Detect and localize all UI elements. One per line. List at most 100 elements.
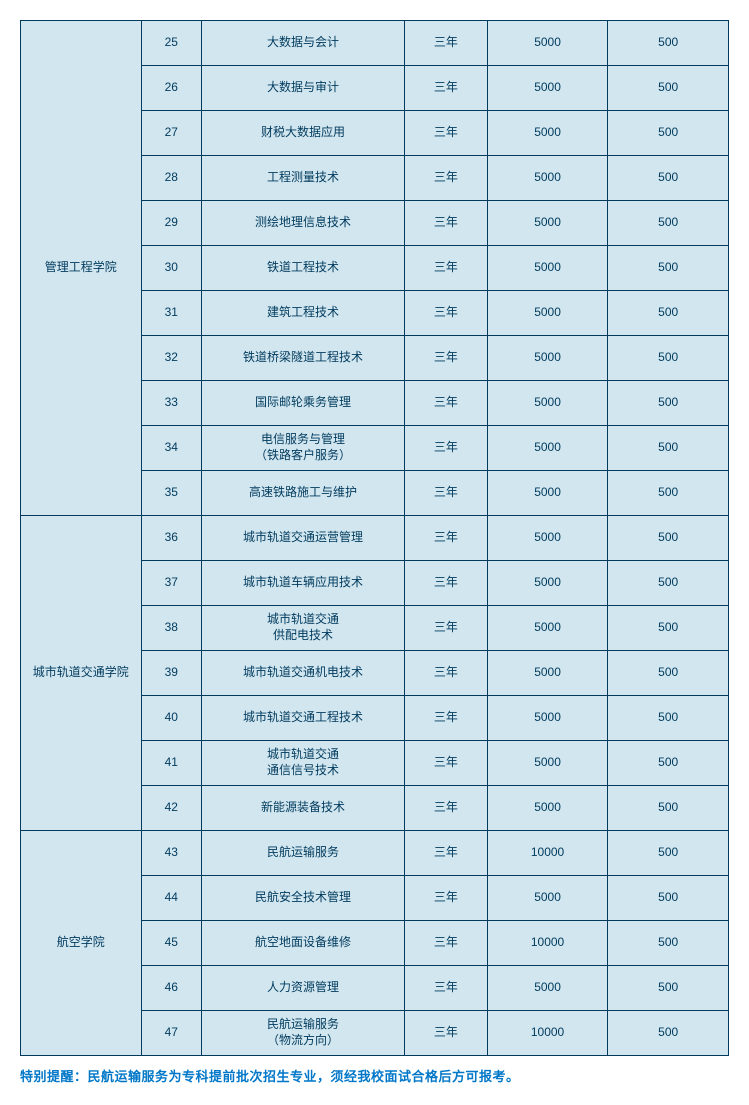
- fee2-cell: 500: [608, 561, 729, 606]
- num-cell: 37: [141, 561, 201, 606]
- duration-cell: 三年: [405, 156, 488, 201]
- fee2-cell: 500: [608, 21, 729, 66]
- num-cell: 35: [141, 471, 201, 516]
- major-cell: 新能源装备技术: [201, 786, 404, 831]
- fee1-cell: 5000: [487, 516, 608, 561]
- major-cell: 财税大数据应用: [201, 111, 404, 156]
- duration-cell: 三年: [405, 21, 488, 66]
- major-cell: 工程测量技术: [201, 156, 404, 201]
- num-cell: 36: [141, 516, 201, 561]
- fee2-cell: 500: [608, 111, 729, 156]
- table-row: 航空学院43民航运输服务三年10000500: [21, 831, 729, 876]
- duration-cell: 三年: [405, 1011, 488, 1056]
- major-cell: 大数据与审计: [201, 66, 404, 111]
- fee1-cell: 5000: [487, 966, 608, 1011]
- note-label: 特别提醒：: [20, 1069, 88, 1084]
- duration-cell: 三年: [405, 966, 488, 1011]
- num-cell: 44: [141, 876, 201, 921]
- duration-cell: 三年: [405, 561, 488, 606]
- fee2-cell: 500: [608, 876, 729, 921]
- major-cell: 测绘地理信息技术: [201, 201, 404, 246]
- num-cell: 32: [141, 336, 201, 381]
- duration-cell: 三年: [405, 651, 488, 696]
- major-cell: 建筑工程技术: [201, 291, 404, 336]
- fee1-cell: 5000: [487, 786, 608, 831]
- fee2-cell: 500: [608, 246, 729, 291]
- fee1-cell: 10000: [487, 921, 608, 966]
- major-cell: 铁道工程技术: [201, 246, 404, 291]
- fee1-cell: 5000: [487, 336, 608, 381]
- fee1-cell: 5000: [487, 876, 608, 921]
- fee2-cell: 500: [608, 426, 729, 471]
- num-cell: 38: [141, 606, 201, 651]
- fee1-cell: 10000: [487, 1011, 608, 1056]
- duration-cell: 三年: [405, 786, 488, 831]
- duration-cell: 三年: [405, 741, 488, 786]
- num-cell: 47: [141, 1011, 201, 1056]
- fee1-cell: 5000: [487, 156, 608, 201]
- major-cell: 城市轨道车辆应用技术: [201, 561, 404, 606]
- duration-cell: 三年: [405, 696, 488, 741]
- duration-cell: 三年: [405, 201, 488, 246]
- num-cell: 33: [141, 381, 201, 426]
- num-cell: 39: [141, 651, 201, 696]
- duration-cell: 三年: [405, 516, 488, 561]
- num-cell: 34: [141, 426, 201, 471]
- duration-cell: 三年: [405, 876, 488, 921]
- fee1-cell: 5000: [487, 111, 608, 156]
- fee2-cell: 500: [608, 651, 729, 696]
- num-cell: 42: [141, 786, 201, 831]
- fee1-cell: 10000: [487, 831, 608, 876]
- fee2-cell: 500: [608, 336, 729, 381]
- fee2-cell: 500: [608, 66, 729, 111]
- fee1-cell: 5000: [487, 426, 608, 471]
- fee1-cell: 5000: [487, 606, 608, 651]
- duration-cell: 三年: [405, 291, 488, 336]
- duration-cell: 三年: [405, 111, 488, 156]
- major-cell: 铁道桥梁隧道工程技术: [201, 336, 404, 381]
- num-cell: 45: [141, 921, 201, 966]
- fee2-cell: 500: [608, 201, 729, 246]
- major-cell: 民航运输服务: [201, 831, 404, 876]
- majors-table: 管理工程学院25大数据与会计三年500050026大数据与审计三年5000500…: [20, 20, 729, 1056]
- fee2-cell: 500: [608, 156, 729, 201]
- note-text: 民航运输服务为专科提前批次招生专业，须经我校面试合格后方可报考。: [88, 1069, 520, 1084]
- duration-cell: 三年: [405, 471, 488, 516]
- major-cell: 城市轨道交通运营管理: [201, 516, 404, 561]
- major-cell: 民航运输服务（物流方向）: [201, 1011, 404, 1056]
- fee2-cell: 500: [608, 606, 729, 651]
- major-cell: 大数据与会计: [201, 21, 404, 66]
- num-cell: 29: [141, 201, 201, 246]
- major-cell: 电信服务与管理（铁路客户服务）: [201, 426, 404, 471]
- num-cell: 40: [141, 696, 201, 741]
- fee1-cell: 5000: [487, 66, 608, 111]
- num-cell: 31: [141, 291, 201, 336]
- duration-cell: 三年: [405, 921, 488, 966]
- fee2-cell: 500: [608, 516, 729, 561]
- duration-cell: 三年: [405, 66, 488, 111]
- num-cell: 25: [141, 21, 201, 66]
- fee1-cell: 5000: [487, 471, 608, 516]
- num-cell: 43: [141, 831, 201, 876]
- fee1-cell: 5000: [487, 696, 608, 741]
- duration-cell: 三年: [405, 336, 488, 381]
- duration-cell: 三年: [405, 606, 488, 651]
- dept-cell: 城市轨道交通学院: [21, 516, 142, 831]
- fee1-cell: 5000: [487, 201, 608, 246]
- dept-cell: 管理工程学院: [21, 21, 142, 516]
- major-cell: 高速铁路施工与维护: [201, 471, 404, 516]
- fee2-cell: 500: [608, 831, 729, 876]
- fee2-cell: 500: [608, 1011, 729, 1056]
- duration-cell: 三年: [405, 831, 488, 876]
- fee1-cell: 5000: [487, 561, 608, 606]
- fee1-cell: 5000: [487, 651, 608, 696]
- major-cell: 人力资源管理: [201, 966, 404, 1011]
- fee2-cell: 500: [608, 696, 729, 741]
- num-cell: 30: [141, 246, 201, 291]
- duration-cell: 三年: [405, 426, 488, 471]
- major-cell: 航空地面设备维修: [201, 921, 404, 966]
- fee1-cell: 5000: [487, 246, 608, 291]
- num-cell: 46: [141, 966, 201, 1011]
- fee2-cell: 500: [608, 291, 729, 336]
- num-cell: 27: [141, 111, 201, 156]
